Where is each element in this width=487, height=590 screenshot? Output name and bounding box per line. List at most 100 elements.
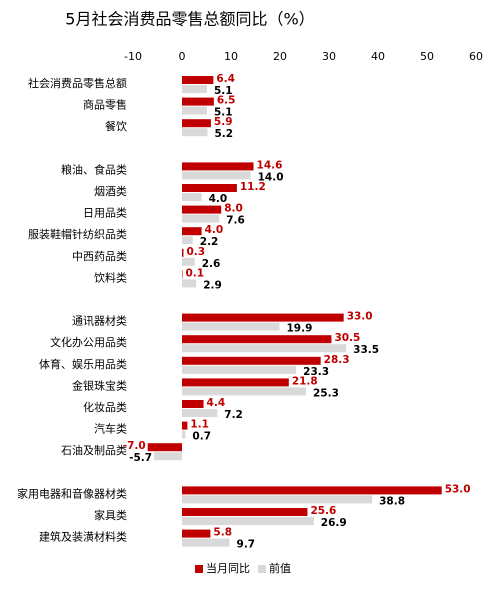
y-tick-label: 服装鞋帽针纺织品类 — [28, 227, 127, 241]
bar — [182, 378, 289, 387]
y-tick-label: 通讯器材类 — [72, 314, 127, 328]
value-label: 8.0 — [224, 203, 243, 215]
bar — [182, 344, 347, 353]
value-label: 4.4 — [207, 397, 226, 409]
bar — [182, 85, 207, 93]
y-tick-label: 石油及制品类 — [61, 443, 127, 457]
bar — [182, 400, 204, 408]
bar — [182, 171, 251, 180]
x-tick-label: -10 — [124, 50, 142, 63]
x-tick-label: 50 — [420, 50, 434, 63]
value-label: 4.0 — [209, 193, 228, 205]
value-label: 6.5 — [217, 95, 236, 107]
value-label: 30.5 — [334, 332, 360, 344]
value-label: 2.6 — [202, 258, 221, 270]
value-label: 23.3 — [303, 366, 329, 378]
x-tick-label: 60 — [469, 50, 483, 63]
bar — [182, 430, 186, 439]
bar — [182, 495, 373, 504]
value-label: 2.2 — [200, 236, 219, 248]
value-label: 5.9 — [214, 116, 233, 128]
value-label: 5.1 — [214, 107, 233, 119]
value-label: 26.9 — [321, 517, 347, 529]
y-tick-label: 体育、娱乐用品类 — [39, 357, 127, 371]
value-label: 21.8 — [292, 375, 318, 387]
bar — [182, 538, 230, 547]
value-label: 0.7 — [192, 431, 211, 443]
x-tick-label: 40 — [371, 50, 385, 63]
value-label: 0.1 — [185, 267, 204, 279]
bar — [147, 443, 182, 452]
bar — [182, 529, 211, 538]
bar — [182, 214, 220, 223]
value-label: 5.2 — [214, 128, 233, 140]
bar — [154, 452, 182, 461]
bar — [182, 119, 211, 128]
value-label: 2.9 — [203, 279, 222, 291]
bar — [182, 76, 214, 84]
value-label: 33.5 — [353, 344, 379, 356]
legend-label: 前值 — [269, 561, 291, 575]
bar — [182, 421, 188, 430]
value-label: 7.6 — [226, 215, 245, 227]
bar — [182, 335, 332, 344]
bar — [182, 184, 237, 192]
y-tick-label: 建筑及装潢材料类 — [39, 530, 127, 544]
y-tick-label: 家具类 — [94, 508, 127, 522]
x-tick-label: 10 — [224, 50, 238, 63]
x-tick-label: 0 — [179, 50, 186, 63]
bar — [182, 236, 193, 245]
y-tick-label: 粮油、食品类 — [61, 162, 127, 176]
value-label: 25.6 — [310, 505, 336, 517]
value-label: 19.9 — [287, 323, 313, 335]
bar — [182, 248, 184, 257]
y-tick-label: 饮料类 — [94, 270, 127, 284]
bar — [182, 97, 214, 106]
y-tick-label: 化妆品类 — [83, 400, 127, 414]
bar — [182, 356, 321, 365]
x-tick-label: 30 — [322, 50, 336, 63]
legend-swatch — [258, 565, 266, 573]
chart-title: 5月社会消费品零售总额同比（%） — [65, 10, 314, 29]
value-label: 53.0 — [445, 483, 471, 495]
bar — [182, 486, 442, 495]
value-label: 14.6 — [257, 159, 283, 171]
bar — [182, 279, 197, 288]
y-tick-label: 餐饮 — [105, 119, 127, 133]
bar — [182, 193, 202, 201]
x-tick-label: 20 — [273, 50, 287, 63]
legend-swatch — [195, 565, 203, 573]
value-label: 11.2 — [240, 181, 266, 193]
y-tick-label: 日用品类 — [83, 206, 127, 220]
value-label: -5.7 — [129, 452, 152, 464]
value-label: 25.3 — [313, 387, 339, 399]
bar — [182, 387, 306, 396]
value-label: 6.4 — [216, 73, 235, 85]
bar — [182, 257, 195, 266]
bar — [182, 409, 218, 417]
value-label: 0.3 — [186, 246, 205, 258]
bar — [182, 322, 280, 331]
value-label: 28.3 — [324, 354, 350, 366]
value-label: -7.0 — [123, 440, 146, 452]
y-tick-label: 中西药品类 — [72, 249, 127, 263]
value-label: 7.2 — [224, 409, 243, 421]
bar — [182, 162, 254, 171]
value-label: 9.7 — [237, 539, 256, 551]
value-label: 33.0 — [347, 311, 373, 323]
y-tick-label: 家用电器和音像器材类 — [17, 486, 127, 500]
bar — [182, 365, 297, 374]
bar — [182, 508, 308, 516]
legend-label: 当月同比 — [206, 561, 250, 575]
y-tick-label: 汽车类 — [94, 422, 127, 436]
y-tick-label: 社会消费品零售总额 — [28, 76, 127, 90]
value-label: 1.1 — [190, 419, 209, 431]
bar — [182, 517, 314, 525]
y-tick-label: 金银珠宝类 — [72, 378, 127, 392]
value-label: 14.0 — [258, 171, 284, 183]
value-label: 38.8 — [379, 495, 405, 507]
bar — [182, 205, 222, 214]
value-label: 4.0 — [205, 224, 224, 236]
